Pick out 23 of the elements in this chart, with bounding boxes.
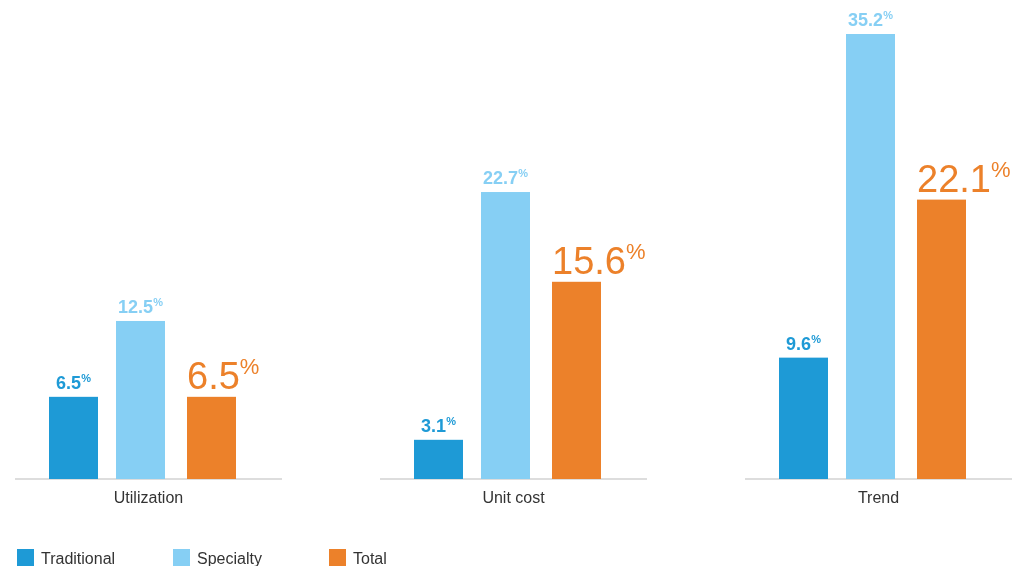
data-label: 6.5$^{%}$ bbox=[56, 372, 92, 393]
legend-label: Traditional bbox=[41, 550, 116, 566]
bar bbox=[779, 357, 828, 479]
data-label: 15.6$^{%}$ bbox=[552, 238, 646, 282]
bar bbox=[846, 34, 895, 479]
bar bbox=[552, 281, 601, 479]
data-label: 9.6$^{%}$ bbox=[786, 333, 822, 354]
bar bbox=[116, 320, 165, 479]
data-label: 12.5$^{%}$ bbox=[118, 296, 164, 317]
data-label: 6.5$^{%}$ bbox=[187, 353, 260, 397]
bar bbox=[414, 439, 463, 479]
bar bbox=[481, 192, 530, 479]
x-tick-label: Trend bbox=[857, 489, 900, 506]
bar bbox=[187, 396, 236, 479]
x-tick-label: Unit cost bbox=[482, 489, 546, 506]
data-label: 22.1$^{%}$ bbox=[917, 156, 1011, 200]
data-label: 3.1$^{%}$ bbox=[421, 415, 457, 436]
data-label: 22.7$^{%}$ bbox=[483, 167, 529, 189]
bar bbox=[917, 199, 966, 479]
x-tick-label: Utilization bbox=[113, 489, 184, 506]
bar bbox=[49, 396, 98, 479]
legend-label: Total bbox=[353, 550, 387, 566]
data-label: 35.2$^{%}$ bbox=[848, 9, 894, 30]
